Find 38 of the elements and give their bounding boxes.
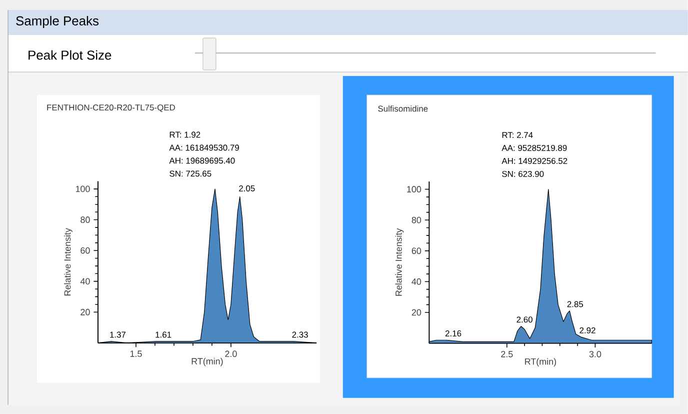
annotation: 2.33 [292,332,308,338]
y-tick-label: 80 [412,216,422,224]
text: SN: 725.65 [170,170,212,177]
text: RT: 1.92 [170,132,200,138]
x-tick-label: 2.0 [225,350,237,358]
y-tick-label: 60 [412,248,422,254]
annotation: 2.60 [516,316,532,323]
y-tick-label: 20 [80,308,90,316]
annotation: 1.61 [156,332,172,338]
y-tick-label: 80 [80,216,90,223]
y-tick-label: 40 [412,278,422,285]
annotation: 2.05 [239,185,255,192]
y-tick-label: 40 [80,278,90,285]
y-tick-label: 100 [407,186,422,192]
text: AH: 19689695.40 [169,158,235,164]
y-tick-label: 20 [412,309,422,316]
text: AA: 161849530.79 [169,144,239,151]
annotation: 2.16 [445,330,462,336]
chart-title: Sulfisomidine [378,106,428,112]
y-axis-title: Relative Intensity [64,228,72,296]
y-tick-label: 60 [80,247,90,254]
text: Peak Plot Size [28,50,112,60]
x-tick-label: 2.5 [501,351,513,358]
x-axis-title: RT(min) [192,358,223,366]
x-tick-label: 3.0 [589,351,602,358]
y-tick-label: 100 [76,186,90,192]
annotation: 2.85 [567,301,584,308]
x-tick-label: 1.5 [130,350,142,357]
text: AA: 95285219.89 [502,145,567,152]
text: Sample Peaks [16,16,99,28]
annotation: 1.37 [110,332,126,338]
chart-title: FENTHION-CE20-R20-TL75-QED [47,104,175,112]
y-axis-title: Relative Intensity [395,228,404,296]
annotation: 2.92 [580,327,596,334]
x-axis-title: RT(min) [525,358,556,367]
text: RT: 2.74 [502,132,533,138]
text: AH: 14929256.52 [502,158,568,164]
text: SN: 623.90 [502,171,544,177]
